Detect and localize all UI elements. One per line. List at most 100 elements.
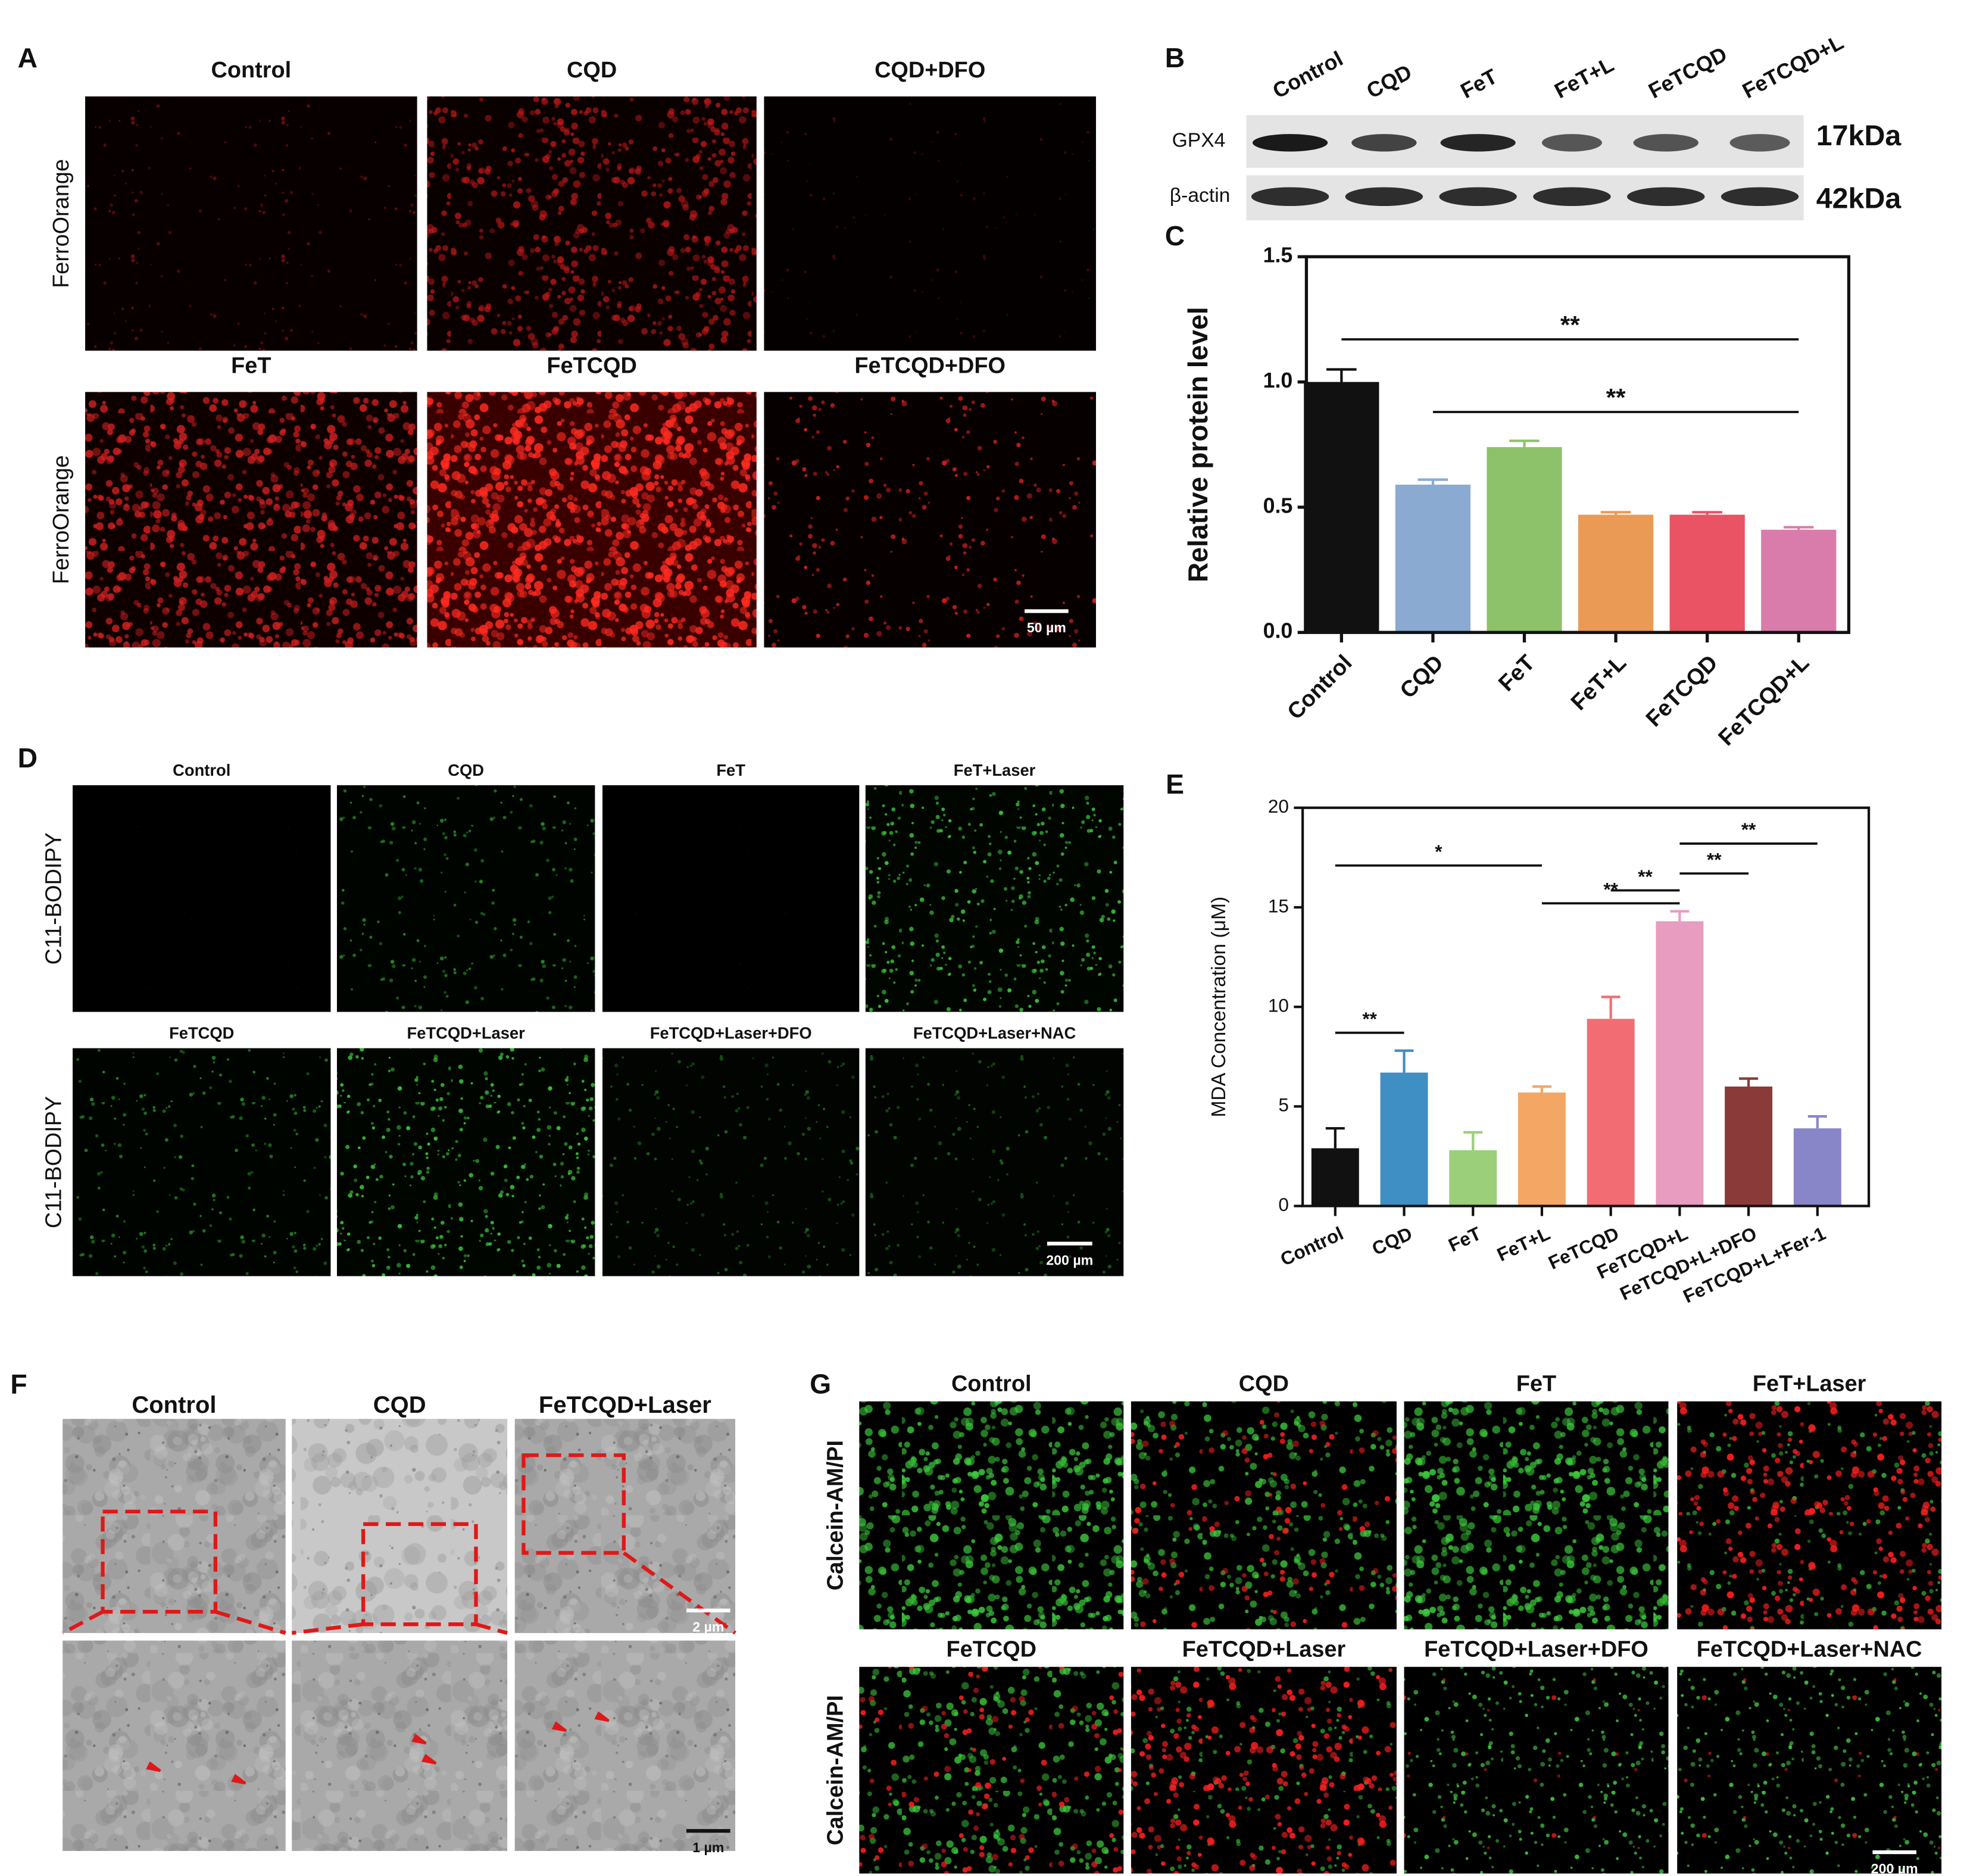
blot — [1246, 175, 1804, 221]
image-title: Control — [132, 1392, 216, 1418]
bar — [1761, 529, 1837, 633]
y-tick-label: 15 — [1268, 895, 1289, 916]
x-tick-label: FeTCQD — [1641, 650, 1723, 732]
micrograph — [1404, 1666, 1669, 1874]
band — [1440, 134, 1516, 152]
micrograph — [336, 1048, 595, 1276]
lane-label: CQD — [1363, 60, 1416, 104]
panel-label: E — [1166, 769, 1184, 800]
micrograph — [859, 1401, 1124, 1630]
bar — [1587, 1019, 1635, 1206]
lane-label: FeTCQD — [1644, 42, 1731, 103]
scale-bar-label: 200 µm — [1871, 1861, 1918, 1876]
plot-frame — [1301, 806, 1871, 1207]
lane-label: Control — [1269, 46, 1347, 103]
panel-label: F — [10, 1369, 27, 1400]
micrograph — [865, 1048, 1124, 1276]
y-tick-label: 0.0 — [1263, 619, 1293, 643]
y-axis-label: Relative protein level — [1182, 307, 1213, 582]
protein-label: GPX4 — [1172, 130, 1226, 152]
zoom-line — [214, 1610, 286, 1635]
image-title: FeTCQD+Laser+DFO — [650, 1024, 812, 1042]
weight-label: 17kDa — [1816, 120, 1902, 152]
band — [1251, 187, 1329, 207]
lane-label: FeT — [1457, 64, 1501, 103]
row-label: FerroOrange — [49, 455, 74, 585]
row-label: C11-BODIPY — [42, 1096, 67, 1228]
error-bar — [1739, 1077, 1759, 1087]
scale-bar-label: 200 µm — [1046, 1252, 1093, 1268]
image-title: Control — [951, 1371, 1032, 1396]
band — [1252, 134, 1328, 152]
image-title: Control — [173, 761, 230, 779]
bar — [1449, 1150, 1497, 1206]
image-title: FeTCQD+Laser — [1182, 1637, 1346, 1662]
y-tick-label: 1.0 — [1263, 369, 1293, 392]
y-tick-label: 10 — [1268, 995, 1289, 1016]
zoom-line — [475, 1622, 508, 1635]
significance-label: ** — [1707, 848, 1722, 870]
image-title: FeTCQD — [547, 353, 636, 378]
image-title: FeT — [231, 353, 271, 378]
arrow — [146, 1761, 161, 1772]
image-title: FeT+Laser — [954, 761, 1036, 779]
significance-label: ** — [1560, 311, 1580, 339]
error-bar — [1601, 995, 1620, 1019]
image-title: FeT+Laser — [1753, 1371, 1866, 1396]
micrograph — [1131, 1666, 1397, 1874]
micrograph — [859, 1666, 1124, 1874]
band — [1633, 134, 1698, 152]
image-title: FeT — [1516, 1371, 1556, 1396]
error-bar — [1807, 1115, 1827, 1129]
band — [1351, 134, 1417, 152]
scale-bar-label: 50 µm — [1027, 620, 1066, 635]
micrograph — [514, 1640, 736, 1851]
micrograph — [73, 785, 331, 1012]
x-tick-label: FeT — [1445, 1222, 1484, 1256]
error-bar — [1784, 526, 1814, 530]
row-label: Calcein-AM/PI — [823, 1440, 848, 1590]
image-title: CQD — [448, 761, 484, 779]
bar — [1793, 1128, 1841, 1206]
scale-bar-label: 1 µm — [692, 1840, 724, 1855]
band — [1541, 134, 1602, 152]
panel-label: D — [18, 742, 38, 773]
image-title: FeT — [716, 761, 745, 779]
weight-label: 42kDa — [1816, 182, 1902, 214]
x-tick-label: Control — [1283, 650, 1357, 725]
band — [1729, 134, 1790, 152]
x-tick-label: FeT+L — [1566, 650, 1631, 715]
bar — [1380, 1072, 1428, 1206]
row-label: FerroOrange — [49, 159, 74, 288]
panel-label: G — [810, 1369, 831, 1400]
panel-label: A — [18, 42, 38, 73]
plot-frame — [1304, 255, 1851, 634]
bar — [1311, 1148, 1359, 1206]
micrograph — [602, 785, 860, 1012]
y-tick-label: 20 — [1268, 795, 1289, 817]
lane-label: FeT+L — [1551, 52, 1618, 103]
micrograph — [336, 785, 595, 1012]
zoom-line — [61, 1610, 104, 1635]
significance-label: * — [1435, 841, 1442, 862]
micrograph — [1677, 1401, 1942, 1630]
image-title: CQD — [1239, 1371, 1289, 1396]
arrow — [551, 1721, 567, 1733]
blot — [1246, 115, 1804, 168]
image-title: CQD — [567, 58, 617, 83]
micrograph — [1677, 1666, 1942, 1874]
micrograph — [865, 785, 1124, 1012]
error-bar — [1463, 1131, 1483, 1150]
error-bar — [1509, 439, 1540, 447]
bar — [1725, 1086, 1773, 1206]
micrograph — [292, 1640, 508, 1851]
image-title: FeTCQD+Laser+NAC — [1697, 1637, 1922, 1662]
image-title: CQD — [373, 1392, 426, 1418]
band — [1721, 187, 1799, 207]
scale-bar-label: 2 µm — [692, 1619, 724, 1635]
micrograph — [73, 1048, 331, 1276]
y-tick-label: 1.5 — [1263, 244, 1293, 267]
y-axis-label: MDA Concentration (μM) — [1208, 897, 1230, 1118]
row-label: C11-BODIPY — [42, 832, 67, 964]
